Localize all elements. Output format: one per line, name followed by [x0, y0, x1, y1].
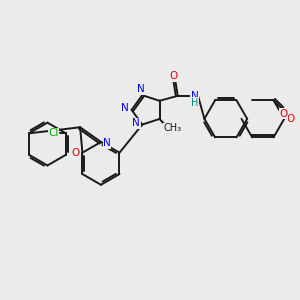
- Text: O: O: [286, 114, 294, 124]
- Text: O: O: [169, 71, 178, 81]
- Text: N: N: [132, 118, 140, 128]
- Text: O: O: [279, 109, 287, 119]
- Text: Cl: Cl: [48, 128, 59, 138]
- Text: O: O: [72, 148, 80, 158]
- Text: N: N: [121, 103, 129, 113]
- Text: N: N: [103, 139, 111, 148]
- Text: H: H: [191, 98, 198, 108]
- Text: N: N: [191, 91, 199, 101]
- Text: N: N: [137, 84, 145, 94]
- Text: CH₃: CH₃: [163, 124, 182, 134]
